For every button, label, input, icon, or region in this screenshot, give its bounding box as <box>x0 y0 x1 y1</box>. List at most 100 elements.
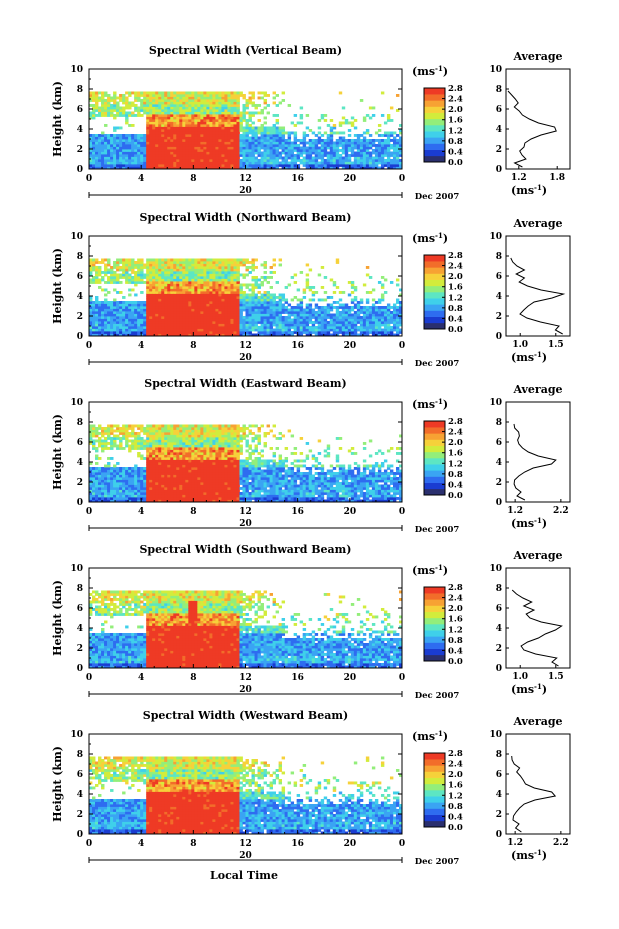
heatmap-cell <box>182 156 186 160</box>
heatmap-cell <box>113 134 117 137</box>
heatmap-cell <box>164 154 168 157</box>
heatmap-cell <box>221 151 225 155</box>
heatmap-cell <box>122 266 126 269</box>
heatmap-cell <box>146 106 150 110</box>
heatmap-cell <box>296 318 301 322</box>
heatmap-cell <box>329 119 334 122</box>
heatmap-cell <box>101 477 105 480</box>
heatmap-cell <box>269 149 273 152</box>
heatmap-cell <box>131 156 135 160</box>
heatmap-cell <box>224 298 228 302</box>
heatmap-cell <box>332 141 337 145</box>
heatmap-cell <box>134 161 138 165</box>
heatmap-cell <box>218 303 222 307</box>
heatmap-cell <box>317 328 322 332</box>
heatmap-cell <box>368 308 373 312</box>
heatmap-cell <box>338 159 343 162</box>
heatmap-cell <box>221 124 225 127</box>
heatmap-cell <box>134 151 138 155</box>
heatmap-cell <box>230 159 234 162</box>
heatmap-cell <box>110 326 114 329</box>
heatmap-cell <box>248 283 252 287</box>
heatmap-cell <box>191 266 195 269</box>
heatmap-cell <box>266 328 270 332</box>
heatmap-cell <box>134 146 138 150</box>
heatmap-cell <box>113 326 117 329</box>
heatmap-cell <box>125 136 129 140</box>
heatmap-cell <box>107 166 111 170</box>
heatmap-cell <box>341 144 346 147</box>
heatmap-cell <box>95 301 99 304</box>
heatmap-cell <box>200 291 204 294</box>
heatmap-cell <box>197 159 201 162</box>
heatmap-cell <box>188 278 192 282</box>
heatmap-cell <box>374 326 379 329</box>
heatmap-cell <box>194 291 198 294</box>
heatmap-cell <box>257 331 261 334</box>
heatmap-cell <box>317 311 322 314</box>
heatmap-cell <box>122 276 126 279</box>
heatmap-cell <box>335 331 340 334</box>
heatmap-cell <box>230 116 234 120</box>
heatmap-cell <box>197 268 201 272</box>
heatmap-cell <box>245 293 249 297</box>
heatmap-cell <box>113 164 117 167</box>
heatmap-cell <box>269 146 273 150</box>
heatmap-cell <box>209 308 213 312</box>
heatmap-cell <box>182 94 186 97</box>
heatmap-cell <box>179 131 183 135</box>
heatmap-cell <box>395 94 400 97</box>
heatmap-cell <box>194 281 198 284</box>
heatmap-cell <box>107 139 111 142</box>
heatmap-cell <box>110 106 114 110</box>
heatmap-cell <box>320 154 325 157</box>
heatmap-cell <box>269 141 273 145</box>
heatmap-cell <box>356 159 361 162</box>
heatmap-cell <box>203 146 207 150</box>
heatmap-cell <box>218 281 222 284</box>
heatmap-cell <box>314 316 319 319</box>
heatmap-cell <box>170 271 174 274</box>
heatmap-cell <box>125 144 129 147</box>
heatmap-cell <box>104 494 108 498</box>
heatmap-cell <box>122 261 126 264</box>
y-tick-label: 10 <box>70 65 83 75</box>
heatmap-cell <box>167 261 171 264</box>
heatmap-cell <box>341 151 346 155</box>
average-unit-base: (ms <box>511 351 534 364</box>
heatmap-cell <box>110 331 114 334</box>
heatmap-cell <box>113 469 117 473</box>
heatmap-cell <box>92 141 96 145</box>
heatmap-cell <box>98 457 102 460</box>
heatmap-cell <box>122 313 126 317</box>
heatmap-cell <box>224 121 228 125</box>
heatmap-cell <box>191 261 195 264</box>
heatmap-cell <box>272 323 276 327</box>
heatmap-cell <box>200 268 204 272</box>
heatmap-cell <box>167 263 171 267</box>
heatmap-cell <box>233 278 237 282</box>
average-title: Average <box>512 217 562 230</box>
heatmap-cell <box>125 306 129 309</box>
heatmap-cell <box>383 149 388 152</box>
heatmap-cell <box>377 311 382 314</box>
heatmap-cell <box>155 281 159 284</box>
heatmap-cell <box>92 276 96 279</box>
heatmap-cell <box>164 298 168 302</box>
heatmap-cell <box>128 104 132 107</box>
heatmap-cell <box>212 121 216 125</box>
heatmap-cell <box>134 154 138 157</box>
heatmap-cell <box>212 316 216 319</box>
heatmap-cell <box>257 316 261 319</box>
heatmap-cell <box>353 296 358 299</box>
heatmap-cell <box>116 492 120 495</box>
heatmap-cell <box>215 106 219 110</box>
heatmap-cell <box>296 288 301 292</box>
heatmap-cell <box>377 144 382 147</box>
heatmap-cell <box>218 301 222 304</box>
heatmap-cell <box>191 301 195 304</box>
heatmap-cell <box>110 316 114 319</box>
heatmap-cell <box>236 94 240 97</box>
heatmap-cell <box>191 313 195 317</box>
heatmap-cell <box>188 326 192 329</box>
